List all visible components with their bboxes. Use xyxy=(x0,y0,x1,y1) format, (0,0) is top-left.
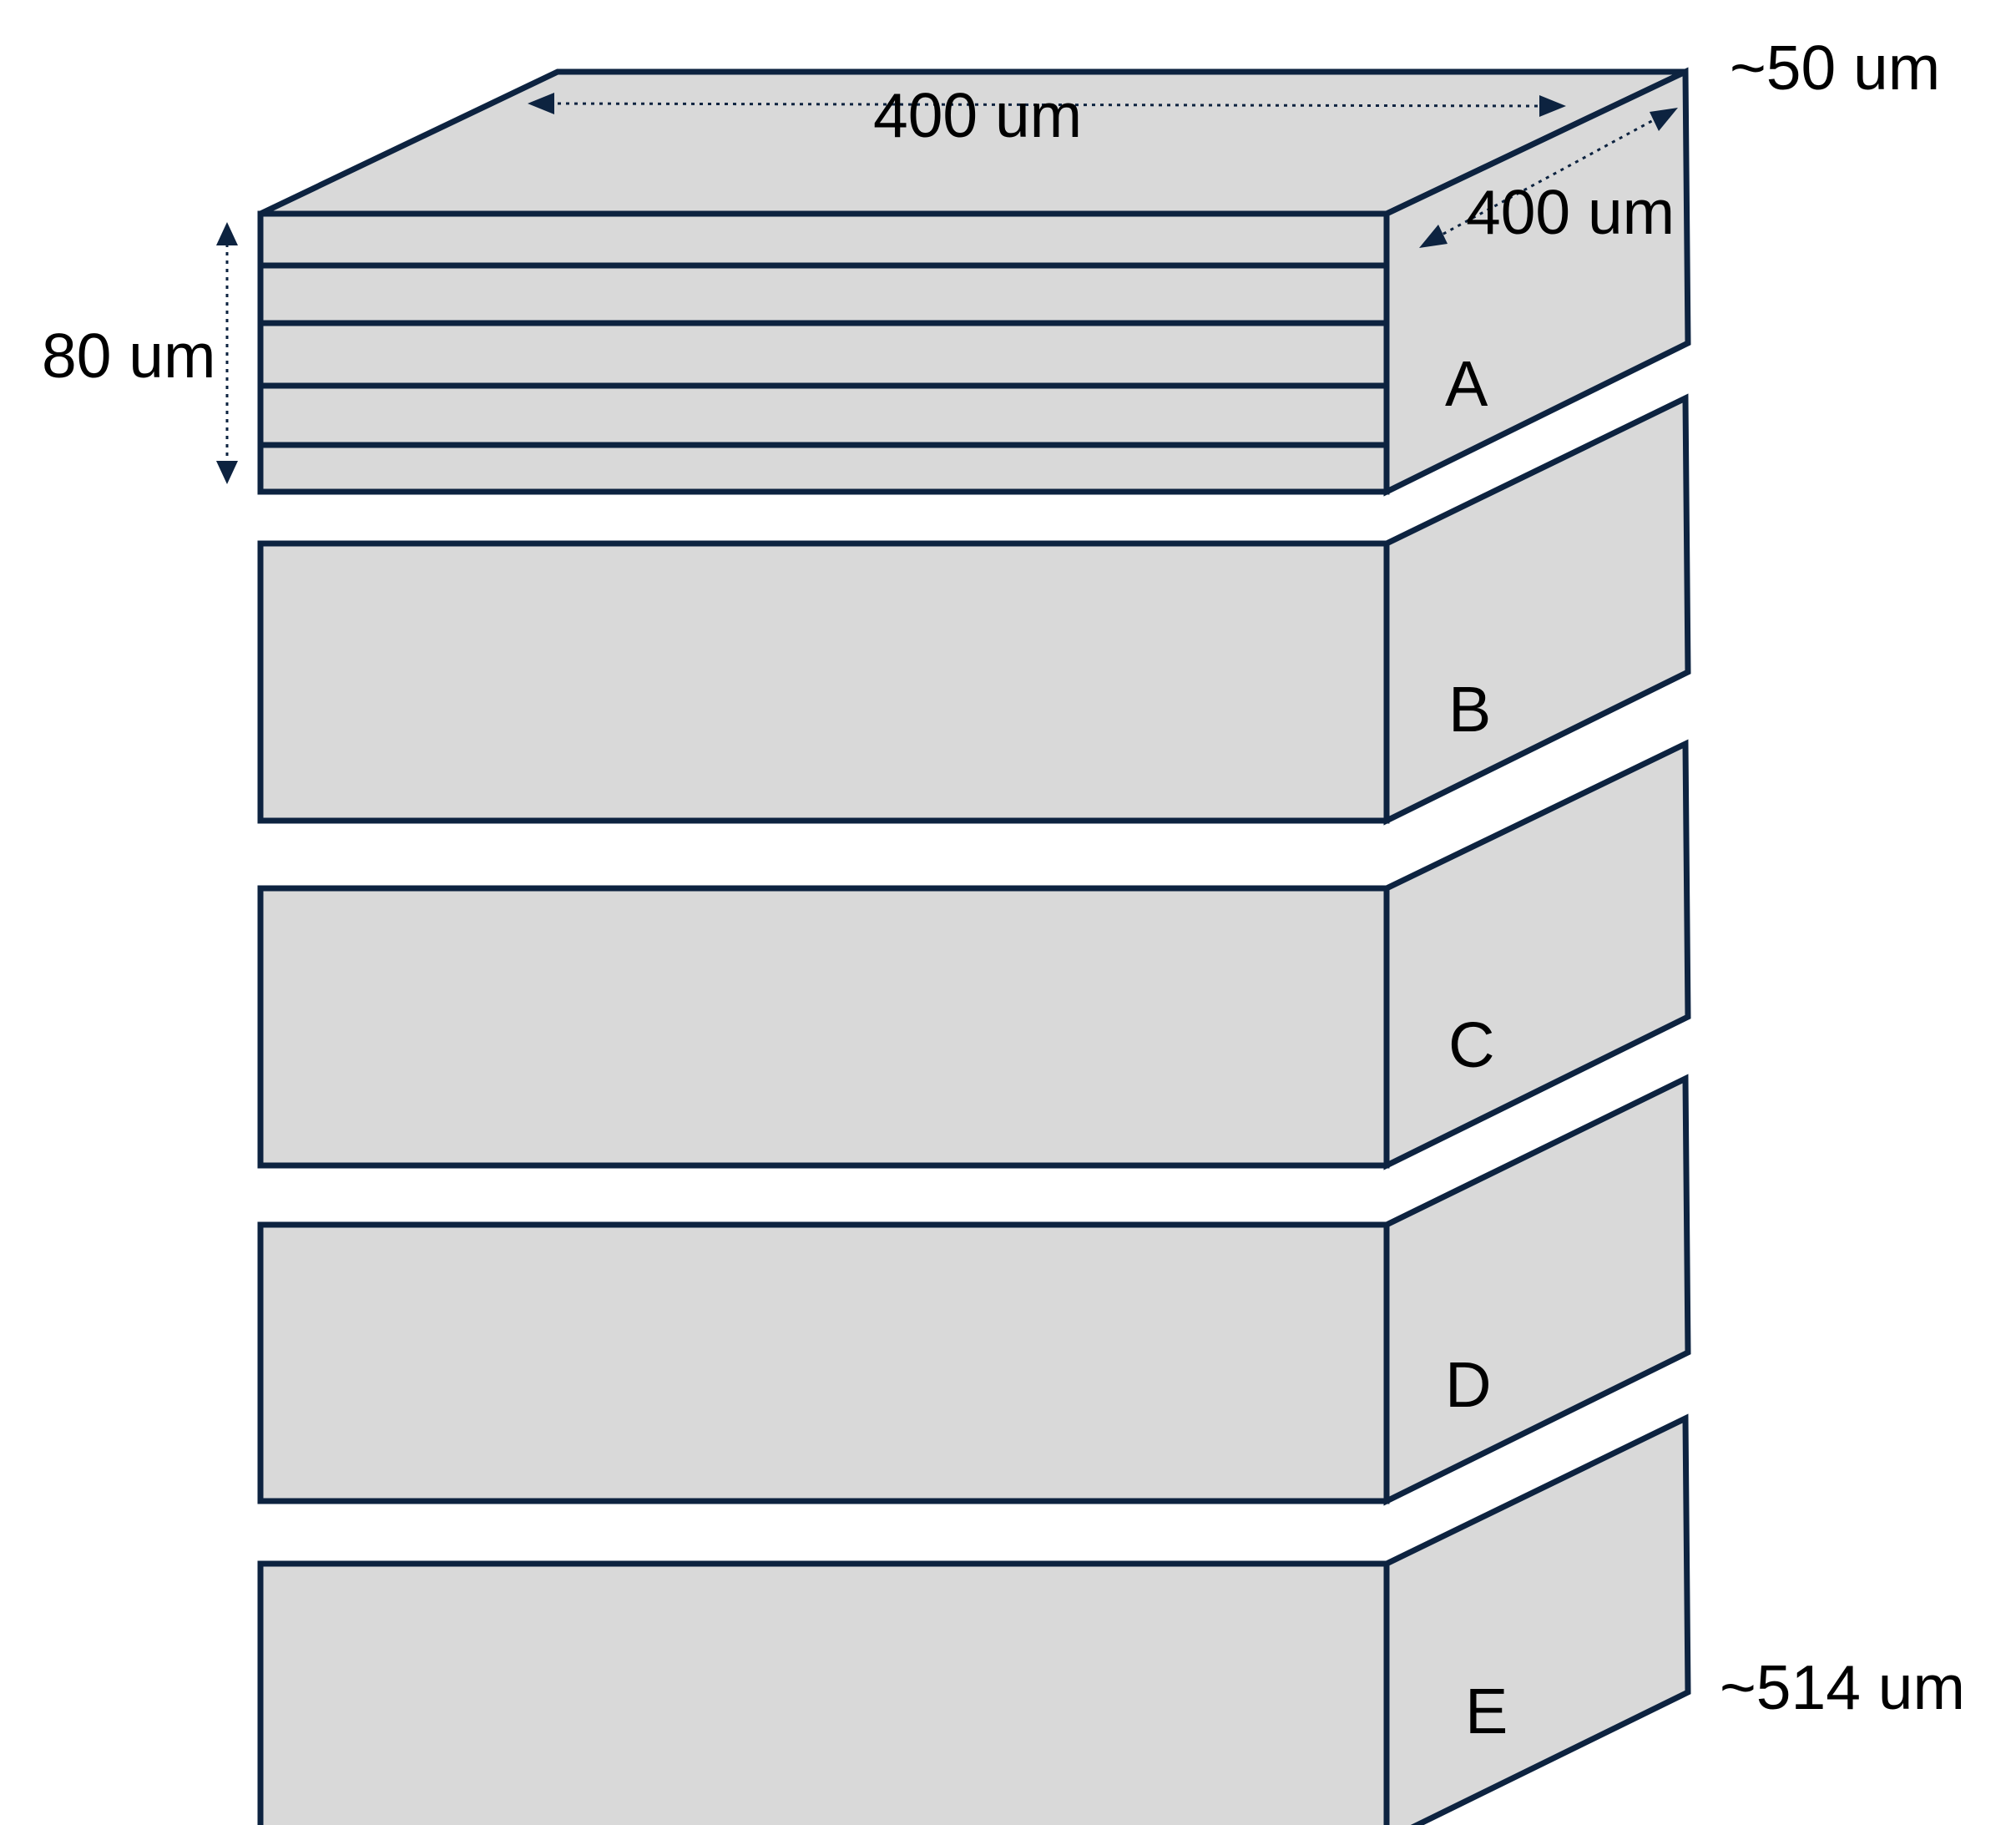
dimension-line xyxy=(1435,116,1659,240)
block-d-front-face xyxy=(257,1221,1390,1504)
block-b-front-face xyxy=(257,540,1390,824)
block-a-side-face xyxy=(1383,67,1691,497)
arrow-left-icon xyxy=(528,93,554,114)
arrow-down-left-icon xyxy=(1419,225,1448,248)
dimension-line xyxy=(548,102,1545,108)
arrow-right-icon xyxy=(1539,95,1566,117)
arrow-up-right-icon xyxy=(1650,108,1678,131)
dimension-top-width: 400 um xyxy=(528,80,1566,150)
total-thickness-label: ~514 um xyxy=(1720,1652,1965,1722)
block-c-front-face xyxy=(257,885,1390,1169)
block-a: A xyxy=(257,67,1691,497)
depth-label: 400 um xyxy=(1466,177,1675,247)
block-e-front-face xyxy=(257,1560,1390,1825)
block-d-label: D xyxy=(1445,1349,1492,1421)
dimension-depth: 400 um xyxy=(1419,108,1678,248)
block-c-label: C xyxy=(1448,1009,1495,1081)
top-thickness-label: ~50 um xyxy=(1730,33,1940,103)
block-a-label: A xyxy=(1445,348,1488,420)
block-e-side-face xyxy=(1383,1413,1691,1825)
arrow-up-icon xyxy=(216,222,238,245)
block-b: B xyxy=(257,393,1691,826)
layer-height-label: 80 um xyxy=(42,321,215,391)
block-b-side-face xyxy=(1383,393,1691,826)
block-c: C xyxy=(257,739,1691,1170)
block-e: E xyxy=(257,1413,1691,1825)
top-width-label: 400 um xyxy=(873,80,1082,150)
block-c-side-face xyxy=(1383,739,1691,1170)
block-e-label: E xyxy=(1465,1676,1508,1747)
arrow-down-icon xyxy=(216,461,238,484)
dimension-height: 80 um xyxy=(42,222,238,484)
block-b-label: B xyxy=(1448,674,1491,746)
block-d: D xyxy=(257,1074,1691,1506)
block-a-front-face xyxy=(257,210,1390,495)
block-d-side-face xyxy=(1383,1074,1691,1506)
